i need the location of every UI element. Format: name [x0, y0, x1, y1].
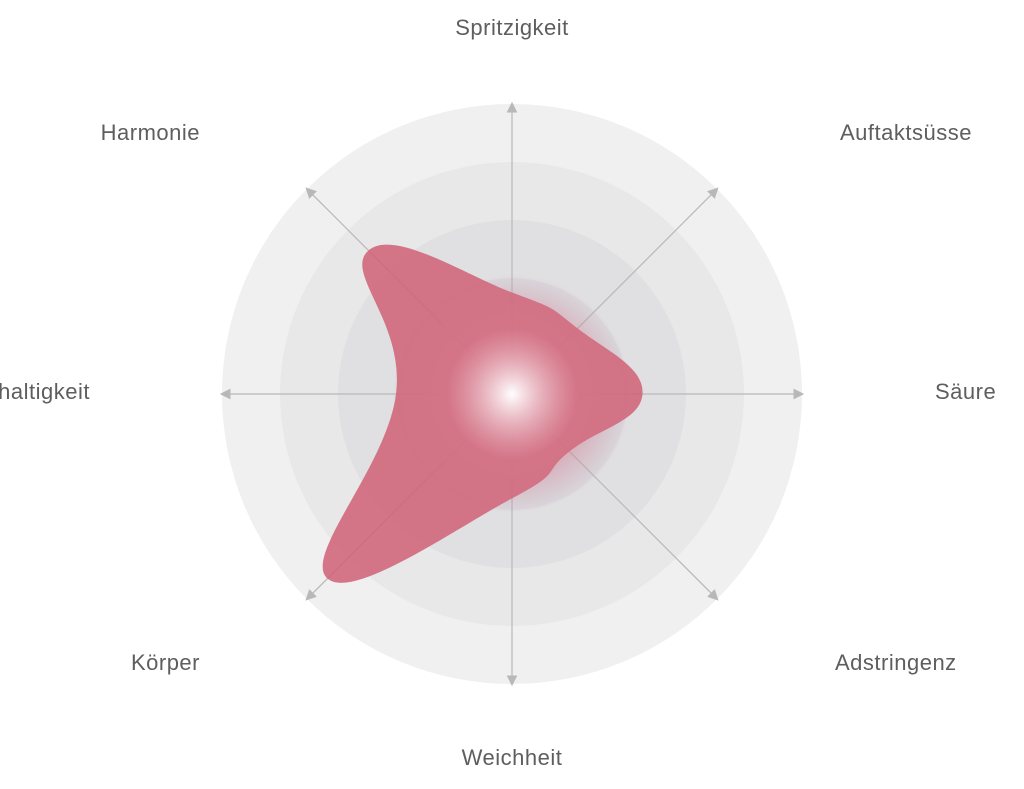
axis-label-saeure: Säure — [935, 379, 996, 405]
axis-label-nachhaltigkeit: Nachhaltigkeit — [0, 379, 90, 405]
axis-label-koerper: Körper — [131, 650, 200, 676]
axis-label-adstringenz: Adstringenz — [835, 650, 957, 676]
radar-chart: Spritzigkeit Auftaktsüsse Säure Adstring… — [0, 0, 1024, 789]
axis-label-auftaktsuesse: Auftaktsüsse — [840, 120, 972, 146]
axis-label-weichheit: Weichheit — [462, 745, 563, 771]
axis-label-spritzigkeit: Spritzigkeit — [455, 15, 569, 41]
axis-label-harmonie: Harmonie — [101, 120, 200, 146]
